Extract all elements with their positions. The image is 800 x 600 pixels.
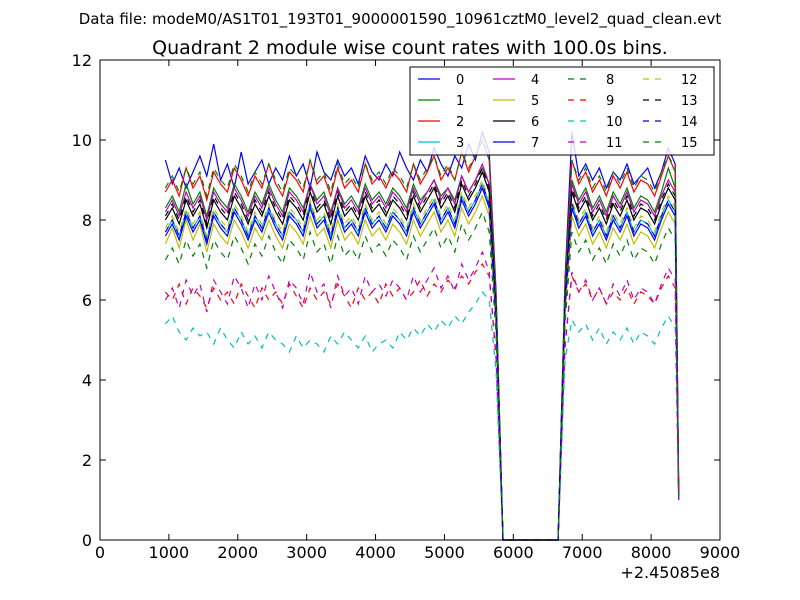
x-tick-label: 1000 [149,543,190,562]
plot-frame [99,59,721,541]
x-tick-label: 7000 [562,543,603,562]
legend-label-4: 4 [531,73,539,88]
series-line-6 [164,170,680,541]
legend-label-12: 12 [681,73,698,88]
series-line-0 [164,129,680,541]
legend-label-5: 5 [531,94,539,109]
x-tick-label: 6000 [493,543,534,562]
series-layer [164,129,680,541]
legend-label-7: 7 [531,136,539,151]
y-tick-label: 4 [82,371,92,390]
legend-label-8: 8 [606,73,614,88]
series-line-7 [164,186,680,541]
legend-label-9: 9 [606,94,614,109]
series-line-12 [164,178,680,541]
chart-title: Quadrant 2 module wise count rates with … [152,37,668,59]
legend-label-2: 2 [456,115,464,130]
legend-label-1: 1 [456,94,464,109]
figure-suptitle: Data file: modeM0/AS1T01_193T01_90000015… [79,10,722,29]
legend-label-13: 13 [681,94,698,109]
legend-label-10: 10 [606,115,623,130]
x-tick-label: 0 [95,543,105,562]
legend-box [409,66,715,156]
series-line-10 [164,290,680,541]
x-tick-label: 4000 [355,543,396,562]
series-line-14 [164,182,680,541]
series-line-9 [164,262,680,541]
legend-label-14: 14 [681,115,698,130]
series-line-5 [164,194,680,541]
y-tick-label: 10 [72,131,92,150]
y-tick-label: 12 [72,51,92,70]
legend-label-6: 6 [531,115,539,130]
series-line-15 [164,138,680,541]
x-tick-label: 3000 [286,543,327,562]
axis-ticks: 0 1000 2000 3000 4000 5000 6000 7000 8000 9000 0 2 4… [72,51,741,562]
series-line-8 [164,210,680,541]
legend-label-15: 15 [681,136,698,151]
legend-label-0: 0 [456,73,464,88]
y-tick-label: 6 [82,291,92,310]
x-tick-label: 2000 [217,543,258,562]
y-tick-label: 8 [82,211,92,230]
x-offset-label: +2.45085e8 [620,563,720,582]
series-line-13 [164,166,680,541]
x-tick-label: 8000 [631,543,672,562]
legend-label-11: 11 [606,136,623,151]
series-line-1 [164,166,680,541]
x-tick-label: 5000 [424,543,465,562]
series-line-2 [164,138,680,541]
series-line-4 [164,162,680,541]
legend-label-3: 3 [456,136,464,151]
y-tick-label: 0 [82,531,92,550]
y-tick-label: 2 [82,451,92,470]
x-tick-label: 9000 [700,543,741,562]
